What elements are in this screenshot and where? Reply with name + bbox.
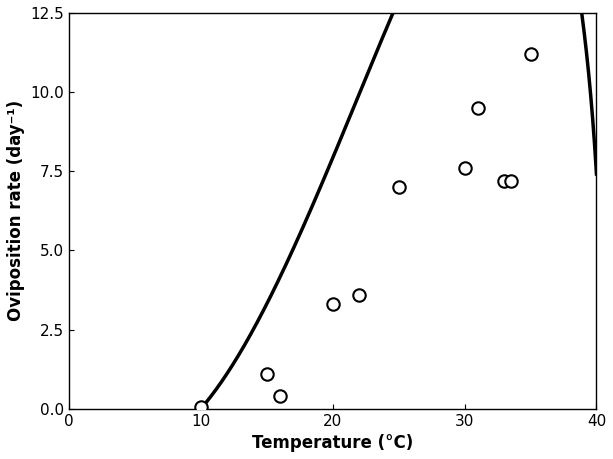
Point	[196, 403, 206, 411]
Point	[275, 392, 285, 400]
Point	[473, 104, 482, 112]
X-axis label: Temperature (°C): Temperature (°C)	[252, 434, 413, 452]
Y-axis label: Oviposition rate (day⁻¹): Oviposition rate (day⁻¹)	[7, 100, 25, 321]
Point	[460, 164, 470, 172]
Point	[506, 177, 516, 185]
Point	[262, 370, 272, 377]
Point	[328, 301, 338, 308]
Point	[394, 184, 403, 191]
Point	[525, 50, 535, 58]
Point	[499, 177, 509, 185]
Point	[354, 291, 364, 298]
